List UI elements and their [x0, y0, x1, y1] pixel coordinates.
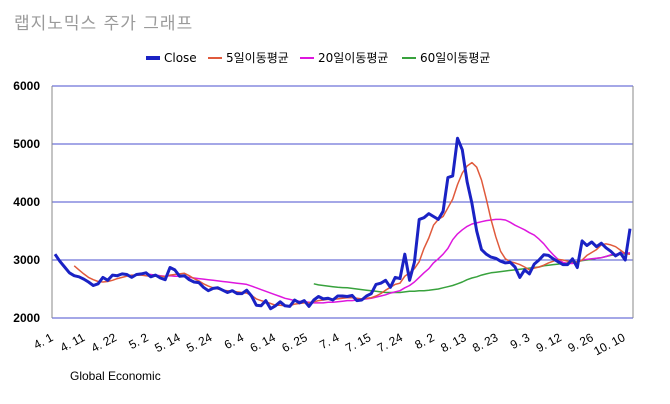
x-tick-label: 9. 12: [534, 330, 564, 355]
chart-title: 랩지노믹스 주가 그래프: [14, 14, 194, 34]
x-tick-label: 5. 14: [152, 330, 182, 355]
x-tick-label: 7. 15: [343, 330, 373, 355]
source-label: Global Economic: [70, 369, 161, 383]
x-tick-label: 5. 2: [126, 330, 151, 352]
y-tick-label: 6000: [13, 79, 40, 93]
x-tick-label: 4. 1: [31, 330, 56, 352]
series-line-ma20: [145, 218, 630, 304]
legend-label: Close: [164, 51, 197, 65]
legend-label: 5일이동평균: [226, 51, 289, 65]
x-axis: 4. 1 4. 11 4. 22 5. 2 5. 14 5. 24 6. 4 6. 14 6. …: [31, 330, 628, 358]
y-tick-label: 4000: [13, 195, 40, 209]
series-line-ma5: [73, 161, 631, 307]
y-tick-label: 3000: [13, 253, 40, 267]
series-line-close: [53, 136, 632, 311]
x-tick-label: 9. 26: [565, 330, 595, 355]
x-tick-label: 9. 3: [508, 330, 533, 352]
x-tick-label: 7. 24: [375, 330, 405, 355]
y-axis: 2000 3000 4000 5000 6000: [13, 79, 40, 325]
legend: Close 5일이동평균 20일이동평균 60일이동평균: [146, 51, 490, 65]
x-tick-label: 8. 13: [438, 330, 468, 355]
y-tick-label: 5000: [13, 137, 40, 151]
x-tick-label: 8. 2: [412, 330, 437, 352]
x-tick-label: 7. 4: [317, 330, 342, 352]
y-tick-label: 2000: [13, 311, 40, 325]
grid: [51, 85, 634, 319]
x-tick-label: 4. 11: [58, 330, 88, 355]
x-tick-label: 6. 4: [222, 330, 247, 352]
x-tick-label: 6. 25: [279, 330, 309, 355]
legend-label: 20일이동평균: [318, 51, 388, 65]
legend-label: 60일이동평균: [420, 51, 490, 65]
x-tick-label: 8. 23: [470, 330, 500, 355]
x-tick-label: 10. 10: [591, 330, 627, 358]
plot-series: [53, 136, 632, 311]
x-tick-label: 4. 22: [89, 330, 119, 355]
x-tick-label: 5. 24: [184, 330, 214, 355]
x-tick-label: 6. 14: [248, 330, 278, 355]
